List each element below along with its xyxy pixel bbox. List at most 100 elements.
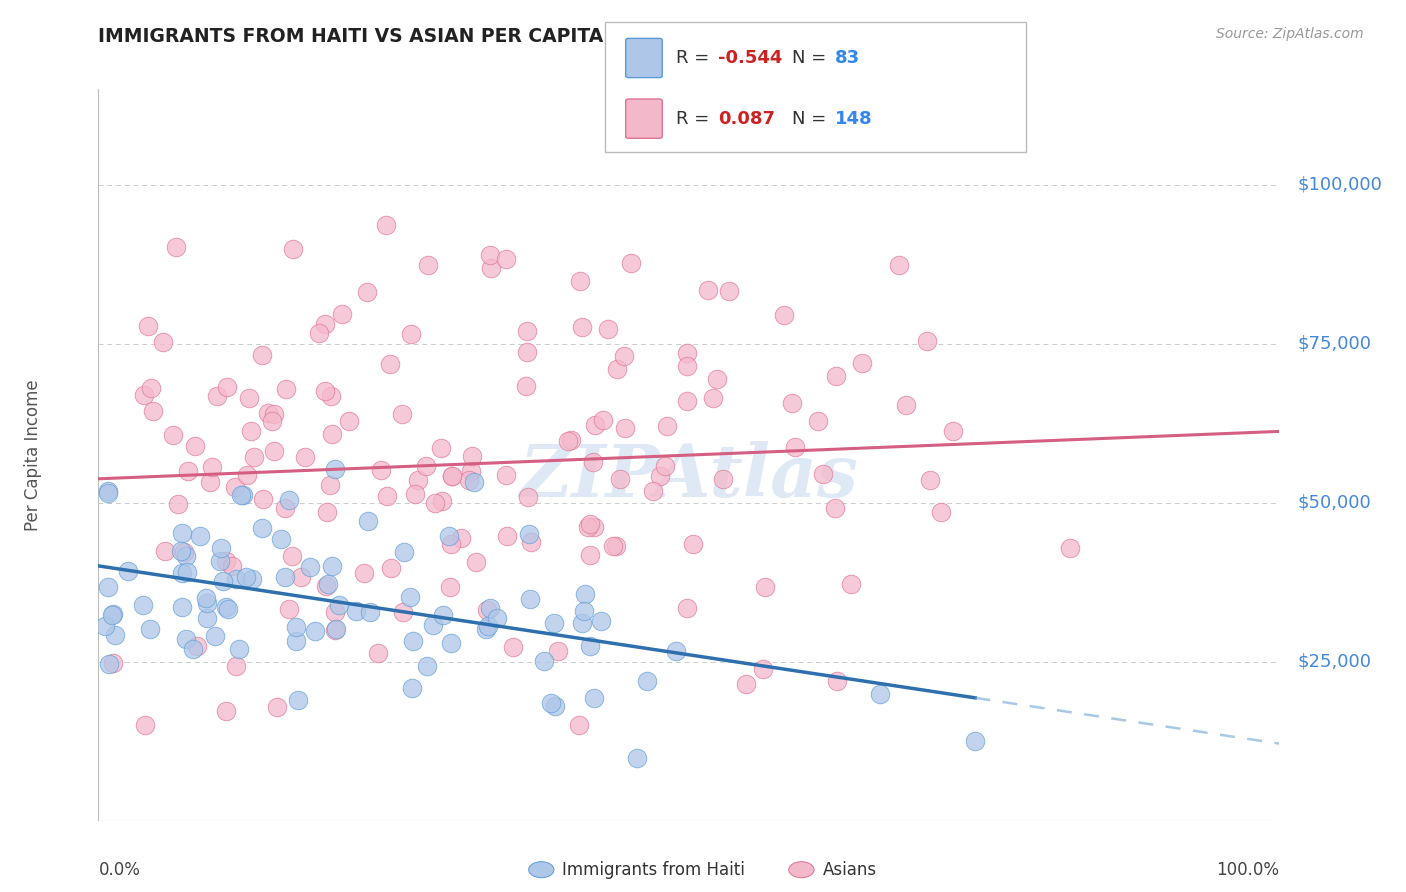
Point	[432, 494, 454, 508]
Point	[399, 590, 422, 604]
Point	[569, 274, 592, 288]
Point	[97, 483, 120, 498]
Point	[401, 681, 423, 696]
Point	[195, 596, 218, 610]
Point	[380, 561, 402, 575]
Point	[94, 619, 117, 633]
Point	[609, 471, 631, 485]
Point	[374, 218, 396, 232]
Point	[576, 520, 599, 534]
Point	[174, 549, 197, 563]
Point	[278, 493, 301, 508]
Text: R =: R =	[676, 49, 716, 67]
Point	[942, 424, 965, 438]
Point	[780, 396, 803, 410]
Point	[101, 607, 124, 621]
Point	[583, 520, 606, 534]
Point	[97, 657, 120, 671]
Point	[224, 481, 246, 495]
Point	[235, 570, 257, 584]
Text: Immigrants from Haiti: Immigrants from Haiti	[562, 861, 745, 879]
Point	[337, 414, 360, 428]
Point	[132, 388, 155, 402]
Point	[117, 564, 139, 578]
Point	[825, 673, 848, 688]
Point	[392, 605, 415, 619]
Point	[294, 450, 316, 465]
Point	[284, 620, 307, 634]
Point	[606, 362, 628, 376]
Text: $50,000: $50,000	[1298, 493, 1371, 512]
Point	[422, 618, 444, 632]
Point	[240, 572, 263, 586]
Text: Per Capita Income: Per Capita Income	[24, 379, 42, 531]
Point	[408, 473, 430, 487]
Point	[495, 529, 517, 543]
Point	[242, 450, 264, 464]
Point	[432, 608, 454, 623]
Point	[283, 242, 305, 256]
Point	[495, 468, 517, 483]
Point	[176, 464, 198, 478]
Point	[582, 690, 605, 705]
Point	[458, 473, 481, 487]
Point	[440, 469, 463, 483]
Point	[583, 418, 606, 433]
Point	[401, 327, 423, 342]
Point	[228, 642, 250, 657]
Point	[517, 490, 540, 504]
Point	[229, 488, 252, 502]
Point	[290, 570, 312, 584]
Text: $100,000: $100,000	[1298, 176, 1382, 194]
Point	[754, 580, 776, 594]
Point	[232, 488, 254, 502]
Text: -0.544: -0.544	[718, 49, 783, 67]
Point	[97, 486, 120, 500]
Point	[734, 677, 756, 691]
Point	[495, 252, 517, 267]
Point	[215, 599, 238, 614]
Point	[205, 389, 228, 403]
Point	[579, 516, 602, 531]
Point	[533, 654, 555, 668]
Point	[321, 558, 343, 573]
Text: R =: R =	[676, 110, 716, 128]
Text: $25,000: $25,000	[1298, 653, 1371, 671]
Point	[479, 248, 502, 262]
Point	[592, 413, 614, 427]
Point	[578, 549, 600, 563]
Point	[520, 535, 543, 549]
Point	[752, 662, 775, 676]
Point	[519, 591, 541, 606]
Point	[101, 608, 124, 623]
Text: Asians: Asians	[823, 861, 876, 879]
Point	[280, 549, 302, 564]
Point	[325, 623, 347, 637]
Point	[134, 718, 156, 732]
Point	[314, 384, 336, 399]
Point	[626, 751, 648, 765]
Point	[155, 544, 177, 558]
Point	[547, 644, 569, 658]
Point	[675, 346, 697, 360]
Text: IMMIGRANTS FROM HAITI VS ASIAN PER CAPITA INCOME CORRELATION CHART: IMMIGRANTS FROM HAITI VS ASIAN PER CAPIT…	[98, 27, 925, 45]
Text: N =: N =	[792, 49, 831, 67]
Point	[277, 601, 299, 615]
Text: Source: ZipAtlas.com: Source: ZipAtlas.com	[1216, 27, 1364, 41]
Point	[315, 579, 337, 593]
Point	[772, 308, 794, 322]
Point	[440, 636, 463, 650]
Point	[391, 407, 413, 421]
Point	[194, 591, 217, 605]
Point	[252, 492, 274, 507]
Point	[613, 349, 636, 363]
Point	[602, 539, 624, 553]
Point	[636, 673, 658, 688]
Text: 0.087: 0.087	[718, 110, 776, 128]
Point	[717, 284, 740, 298]
Point	[367, 646, 389, 660]
Point	[170, 599, 193, 614]
Point	[439, 581, 461, 595]
Point	[404, 487, 426, 501]
Point	[402, 634, 425, 648]
